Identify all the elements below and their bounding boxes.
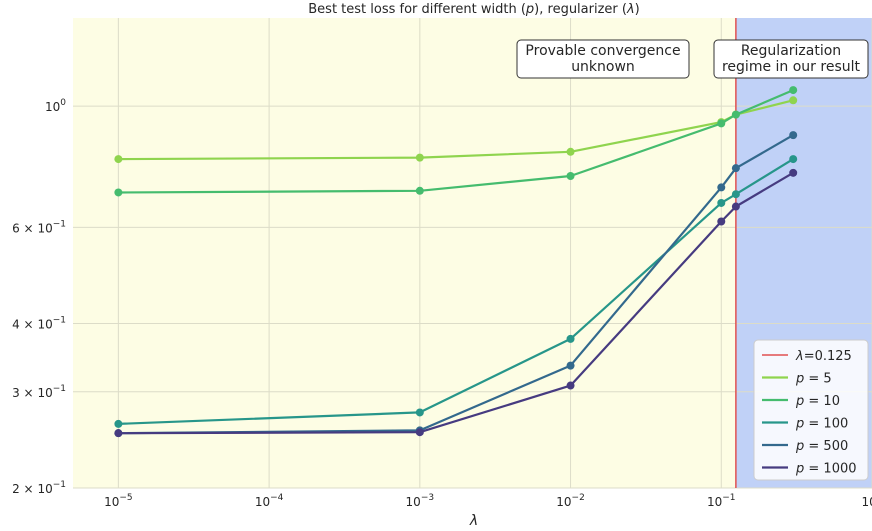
data-point [114,419,123,428]
data-point [566,334,575,343]
data-point [789,131,798,140]
legend-entry-2: p = 10 [762,394,840,409]
data-point [566,171,575,180]
chart-title: Best test loss for different width (p), … [308,2,640,17]
x-tick-label: 10−1 [707,493,736,509]
annotation-text: unknown [571,59,635,75]
data-point [731,190,740,199]
y-tick-label: 100 [45,98,66,114]
series-4 [114,168,798,438]
series-2 [114,155,798,428]
data-point [789,86,798,95]
legend-entry-1: p = 5 [762,372,832,387]
legend-label: p = 1000 [795,462,857,477]
annotation-frame [713,39,869,79]
data-point [566,381,575,390]
y-tick-label: 2 × 10−1 [12,480,66,496]
data-point [717,198,726,207]
legend-label: p = 10 [795,394,840,409]
grid [73,18,872,489]
series-1 [114,86,798,197]
legend-entry-4: p = 500 [762,439,848,454]
legend-entry-0: λ=0.125 [762,349,852,364]
y-tick-labels: 2 × 10−1 3 × 10−1 4 × 10−1 6 × 10−1 100 [12,98,66,496]
x-tick-labels: 10−5 10−4 10−3 10−2 10−1 100 [104,493,872,509]
annotation-frame [516,39,690,79]
series-line [118,171,794,435]
annotation-text: regime in our result [722,59,861,75]
data-point [731,110,740,119]
data-point [415,408,424,417]
data-point [566,147,575,156]
legend-label: p = 500 [795,439,848,454]
data-point [114,188,123,197]
data-point [789,96,798,105]
data-point [415,153,424,162]
region-0 [73,18,736,488]
data-point [566,361,575,370]
data-point [731,202,740,211]
data-point [114,429,123,438]
data-point [731,164,740,173]
x-tick-label: 10−2 [556,493,585,509]
data-point [717,217,726,226]
data-point [114,155,123,164]
series-line [118,99,794,161]
series-line [118,89,794,194]
legend-label: λ=0.125 [795,349,852,364]
data-point [789,155,798,164]
annotation-text: Regularization [741,43,841,59]
data-point [415,428,424,437]
legend: λ=0.125 p = 5 p = 10 p = 100 p = 500 p = 1000 [753,339,869,481]
x-axis-label: λ [469,513,478,529]
data-point [717,183,726,192]
series-group [114,86,798,438]
annotation-text: Provable convergence [525,43,680,59]
x-tick-label: 10−3 [406,493,435,509]
series-line [118,134,794,435]
y-tick-label: 3 × 10−1 [12,384,66,400]
x-tick-label: 10−4 [255,493,284,509]
legend-label: p = 100 [795,417,848,432]
legend-entry-5: p = 1000 [762,462,857,477]
background-regions [73,18,872,488]
x-tick-label: 10−5 [104,493,133,509]
x-tick-label: 100 [861,493,872,509]
y-tick-label: 4 × 10−1 [12,316,66,332]
data-point [789,168,798,177]
series-line [118,158,794,425]
data-point [717,119,726,128]
data-point [415,186,424,195]
y-tick-label: 6 × 10−1 [12,219,66,235]
legend-label: p = 5 [795,372,832,387]
legend-entry-3: p = 100 [762,417,848,432]
